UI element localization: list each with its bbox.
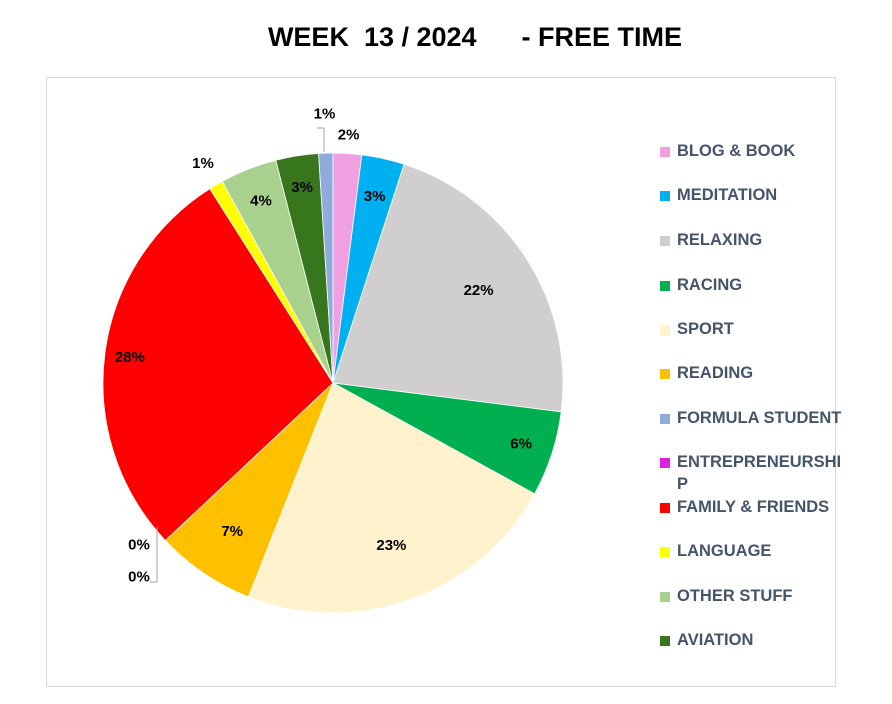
data-label-other-stuff: 4% — [250, 193, 272, 210]
data-label-blog-and-book: 2% — [338, 127, 360, 144]
legend-label: RACING — [677, 276, 743, 294]
legend-label: AVIATION — [677, 631, 754, 649]
data-label-entrepreneurship: 0% — [128, 569, 150, 586]
legend-label: OTHER STUFF — [677, 587, 793, 605]
pie-slice-relaxing — [332, 163, 564, 413]
legend-label: FORMULA STUDENT — [677, 409, 842, 427]
legend-swatch — [660, 281, 670, 291]
legend-swatch — [660, 147, 670, 157]
zero-label-leader-line — [150, 527, 158, 583]
plot-area-frame — [46, 77, 836, 687]
top-label-leader-line — [317, 127, 325, 152]
legend-swatch — [660, 547, 670, 557]
chart-title: WEEK 13 / 2024 - FREE TIME — [267, 22, 683, 52]
pie-slice-sport — [247, 382, 536, 614]
data-label-aviation: 3% — [291, 179, 313, 196]
legend-label: RELAXING — [677, 231, 763, 249]
data-label-language: 1% — [192, 155, 214, 172]
data-label-racing: 6% — [510, 436, 532, 453]
data-label-formula-student: 0% — [128, 537, 150, 554]
legend-label: BLOG & BOOK — [677, 142, 796, 160]
data-label-meditation: 3% — [364, 188, 386, 205]
pie-slice-unlabeled — [318, 152, 334, 384]
pie-slice-reading — [164, 382, 334, 598]
legend-label: ENTREPRENEURSHIP — [677, 453, 842, 493]
data-label-sport: 23% — [376, 537, 406, 554]
legend-swatch — [660, 325, 670, 335]
legend-label: READING — [677, 364, 754, 382]
pie-slice-family-and-friends — [102, 188, 334, 542]
legend-label: LANGUAGE — [677, 542, 772, 560]
legend-swatch — [660, 636, 670, 646]
legend-label: MEDITATION — [677, 186, 778, 204]
legend-swatch — [660, 503, 670, 513]
legend-label: FAMILY & FRIENDS — [677, 498, 830, 516]
data-label-reading: 7% — [221, 523, 243, 540]
legend-swatch — [660, 458, 670, 468]
legend-swatch — [660, 236, 670, 246]
legend-label: SPORT — [677, 320, 734, 338]
data-label-unlabeled: 1% — [314, 106, 336, 123]
data-label-family-and-friends: 28% — [115, 349, 145, 366]
legend-swatch — [660, 369, 670, 379]
legend-swatch — [660, 592, 670, 602]
data-label-relaxing: 22% — [464, 282, 494, 299]
legend-swatch — [660, 414, 670, 424]
legend-swatch — [660, 191, 670, 201]
